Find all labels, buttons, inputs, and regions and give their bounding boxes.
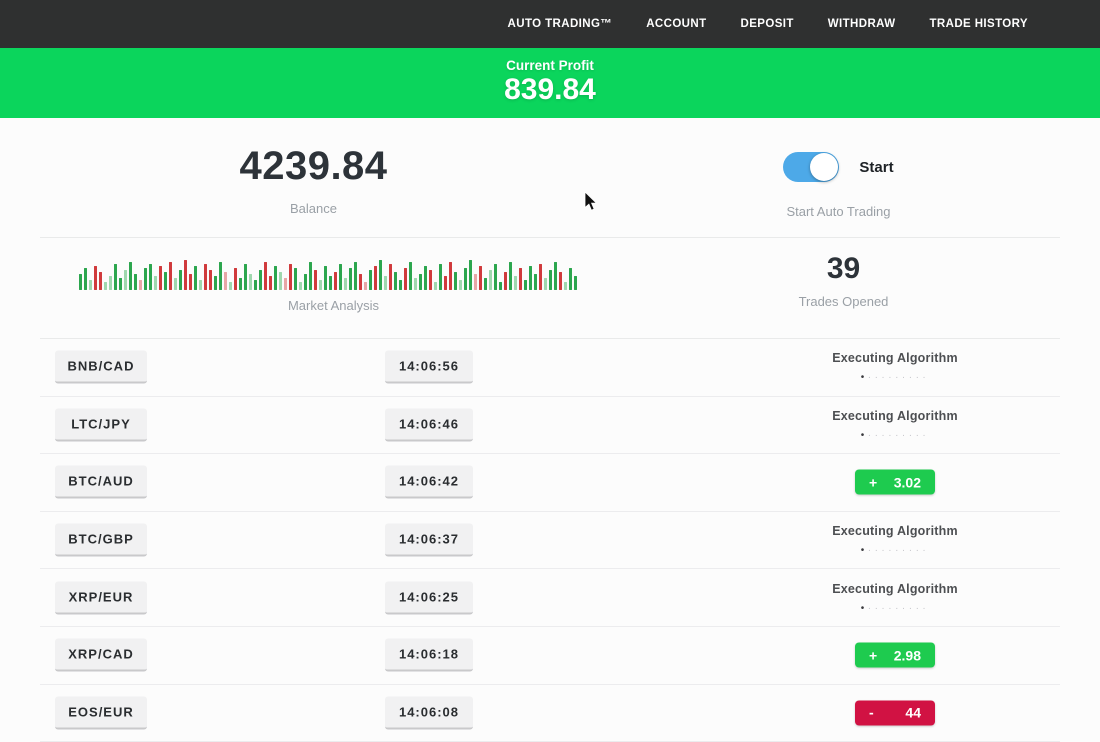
toggle-knob [810,153,839,181]
executing-label: Executing Algorithm [832,581,958,596]
time-chip: 14:06:25 [385,581,473,615]
trades-opened-label: Trades Opened [798,294,889,309]
trade-status: Executing Algorithm •········· [785,349,1005,385]
current-profit-banner: Current Profit 839.84 [0,48,1100,118]
time-chip: 14:06:42 [385,465,473,499]
current-profit-value: 839.84 [504,73,596,106]
loading-dots: •········· [860,372,930,384]
pair-chip: XRP/CAD [55,638,147,672]
trades-opened-value: 39 [826,252,861,285]
current-profit-label: Current Profit [506,58,594,73]
stats-row-market: Market Analysis 39 Trades Opened [40,237,1060,338]
trade-status: Executing Algorithm •········· [785,522,1005,558]
time-chip: 14:06:18 [385,638,473,672]
trades-list: BNB/CAD 14:06:56 Executing Algorithm •··… [40,338,1060,742]
profit-badge: +2.98 [855,642,935,668]
market-analysis-chart [78,258,589,290]
trade-row-btc-gbp: BTC/GBP 14:06:37 Executing Algorithm •··… [40,512,1060,570]
time-chip: 14:06:46 [385,408,473,442]
top-navbar: AUTO TRADING™ ACCOUNT DEPOSIT WITHDRAW T… [0,0,1100,48]
loading-dots: •········· [860,545,930,557]
time-chip: 14:06:56 [385,350,473,384]
nav-item-withdraw[interactable]: WITHDRAW [827,18,896,30]
trade-row-btc-aud: BTC/AUD 14:06:42 +3.02 [40,454,1060,512]
loading-dots: •········· [860,602,930,614]
executing-label: Executing Algorithm [832,524,958,539]
nav-item-deposit[interactable]: DEPOSIT [740,18,794,30]
pair-chip: LTC/JPY [55,408,147,442]
trade-row-xrp-eur: XRP/EUR 14:06:25 Executing Algorithm •··… [40,569,1060,627]
market-analysis-label: Market Analysis [287,298,380,313]
stats-row-balance: 4239.84 Balance Start Start Auto Trading [0,118,1100,237]
trade-status: +3.02 [785,469,1005,495]
trade-row-eos-eur: EOS/EUR 14:06:08 -44 [40,685,1060,742]
loss-badge: -44 [855,700,935,726]
toggle-label: Start [859,158,894,176]
pair-chip: BTC/GBP [55,523,147,557]
loading-dots: •········· [860,429,930,441]
nav-item-account[interactable]: ACCOUNT [646,18,707,30]
executing-label: Executing Algorithm [832,351,958,366]
time-chip: 14:06:37 [385,523,473,557]
auto-trading-toggle[interactable] [783,152,840,182]
trade-status: Executing Algorithm •········· [785,580,1005,616]
trade-status: Executing Algorithm •········· [785,407,1005,443]
pair-chip: XRP/EUR [55,581,147,615]
time-chip: 14:06:08 [385,696,473,730]
pair-chip: BTC/AUD [55,465,147,499]
trade-row-bnb-cad: BNB/CAD 14:06:56 Executing Algorithm •··… [40,339,1060,397]
executing-label: Executing Algorithm [832,408,958,423]
trade-row-xrp-cad: XRP/CAD 14:06:18 +2.98 [40,627,1060,685]
pair-chip: BNB/CAD [55,350,147,384]
trade-status: +2.98 [785,642,1005,668]
nav-item-trade-history[interactable]: TRADE HISTORY [929,18,1028,30]
trade-row-ltc-jpy: LTC/JPY 14:06:46 Executing Algorithm •··… [40,397,1060,455]
balance-label: Balance [290,201,337,216]
auto-trading-caption: Start Auto Trading [786,204,891,219]
nav-item-auto-trading[interactable]: AUTO TRADING™ [507,18,613,30]
balance-value: 4239.84 [239,144,388,188]
pair-chip: EOS/EUR [55,696,147,730]
profit-badge: +3.02 [855,469,935,495]
trade-status: -44 [785,700,1005,726]
